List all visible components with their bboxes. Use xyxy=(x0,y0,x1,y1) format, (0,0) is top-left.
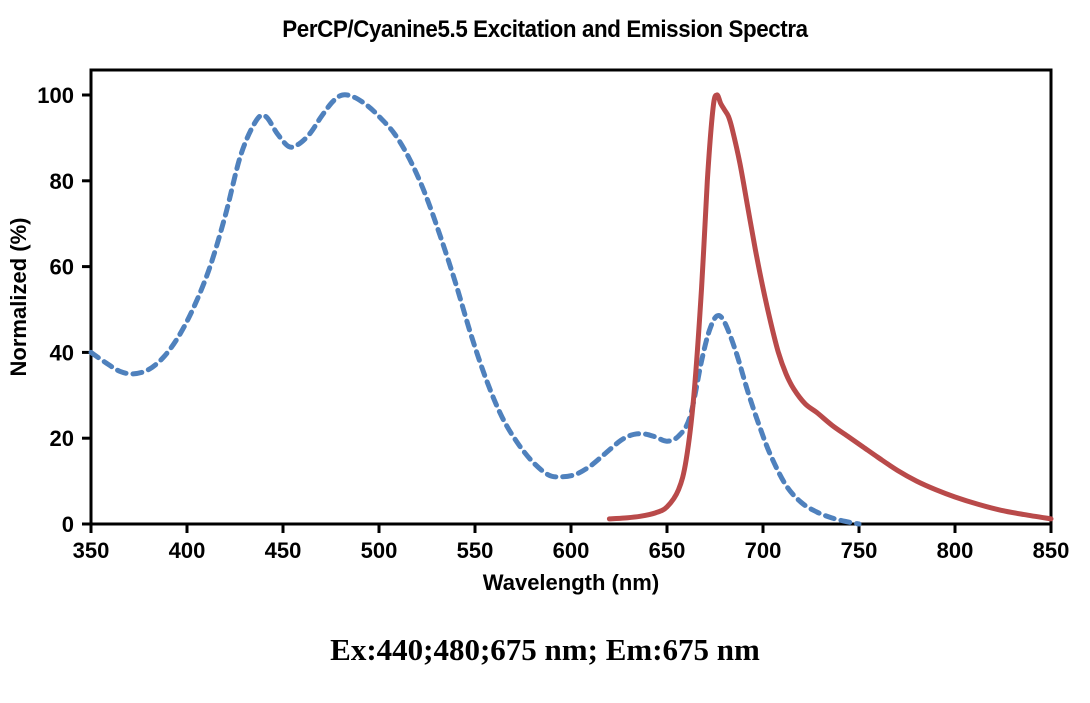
excitation-spectrum-curve xyxy=(88,92,862,527)
y-axis-tick-label: 40 xyxy=(50,340,74,365)
plot-frame xyxy=(89,68,1053,526)
x-axis-tick-label: 550 xyxy=(457,538,494,563)
x-axis-tick-label: 600 xyxy=(553,538,590,563)
page-title: PerCP/Cyanine5.5 Excitation and Emission… xyxy=(282,16,808,43)
x-axis-tick-label: 650 xyxy=(649,538,686,563)
spectra-caption: Ex:440;480;675 nm; Em:675 nm xyxy=(330,632,760,667)
x-axis-tick-label: 750 xyxy=(841,538,878,563)
y-axis-tick-label: 100 xyxy=(37,83,74,108)
y-axis-tick-label: 20 xyxy=(50,426,74,451)
y-axis-tick-labels: 0 20 40 60 80 100 xyxy=(37,83,74,537)
y-axis-tick-label: 60 xyxy=(50,255,74,280)
x-axis-tick-label: 850 xyxy=(1033,538,1070,563)
emission-spectrum-curve xyxy=(606,92,1054,522)
x-axis-tick-label: 450 xyxy=(265,538,302,563)
y-axis-tick-label: 80 xyxy=(50,169,74,194)
y-axis-tick-label: 0 xyxy=(62,512,74,537)
x-axis-title: Wavelength (nm) xyxy=(483,570,659,595)
x-axis-tick-label: 700 xyxy=(745,538,782,563)
y-axis-ticks xyxy=(82,93,91,526)
plot-frame-rect xyxy=(89,68,1053,526)
x-axis-tick-label: 500 xyxy=(361,538,398,563)
y-axis-title: Normalized (%) xyxy=(6,218,31,377)
x-axis-tick-label: 400 xyxy=(169,538,206,563)
x-axis-tick-label: 350 xyxy=(73,538,110,563)
x-axis-tick-labels: 350 400 450 500 550 600 650 700 750 800 850 xyxy=(73,538,1070,563)
x-axis-tick-label: 800 xyxy=(937,538,974,563)
